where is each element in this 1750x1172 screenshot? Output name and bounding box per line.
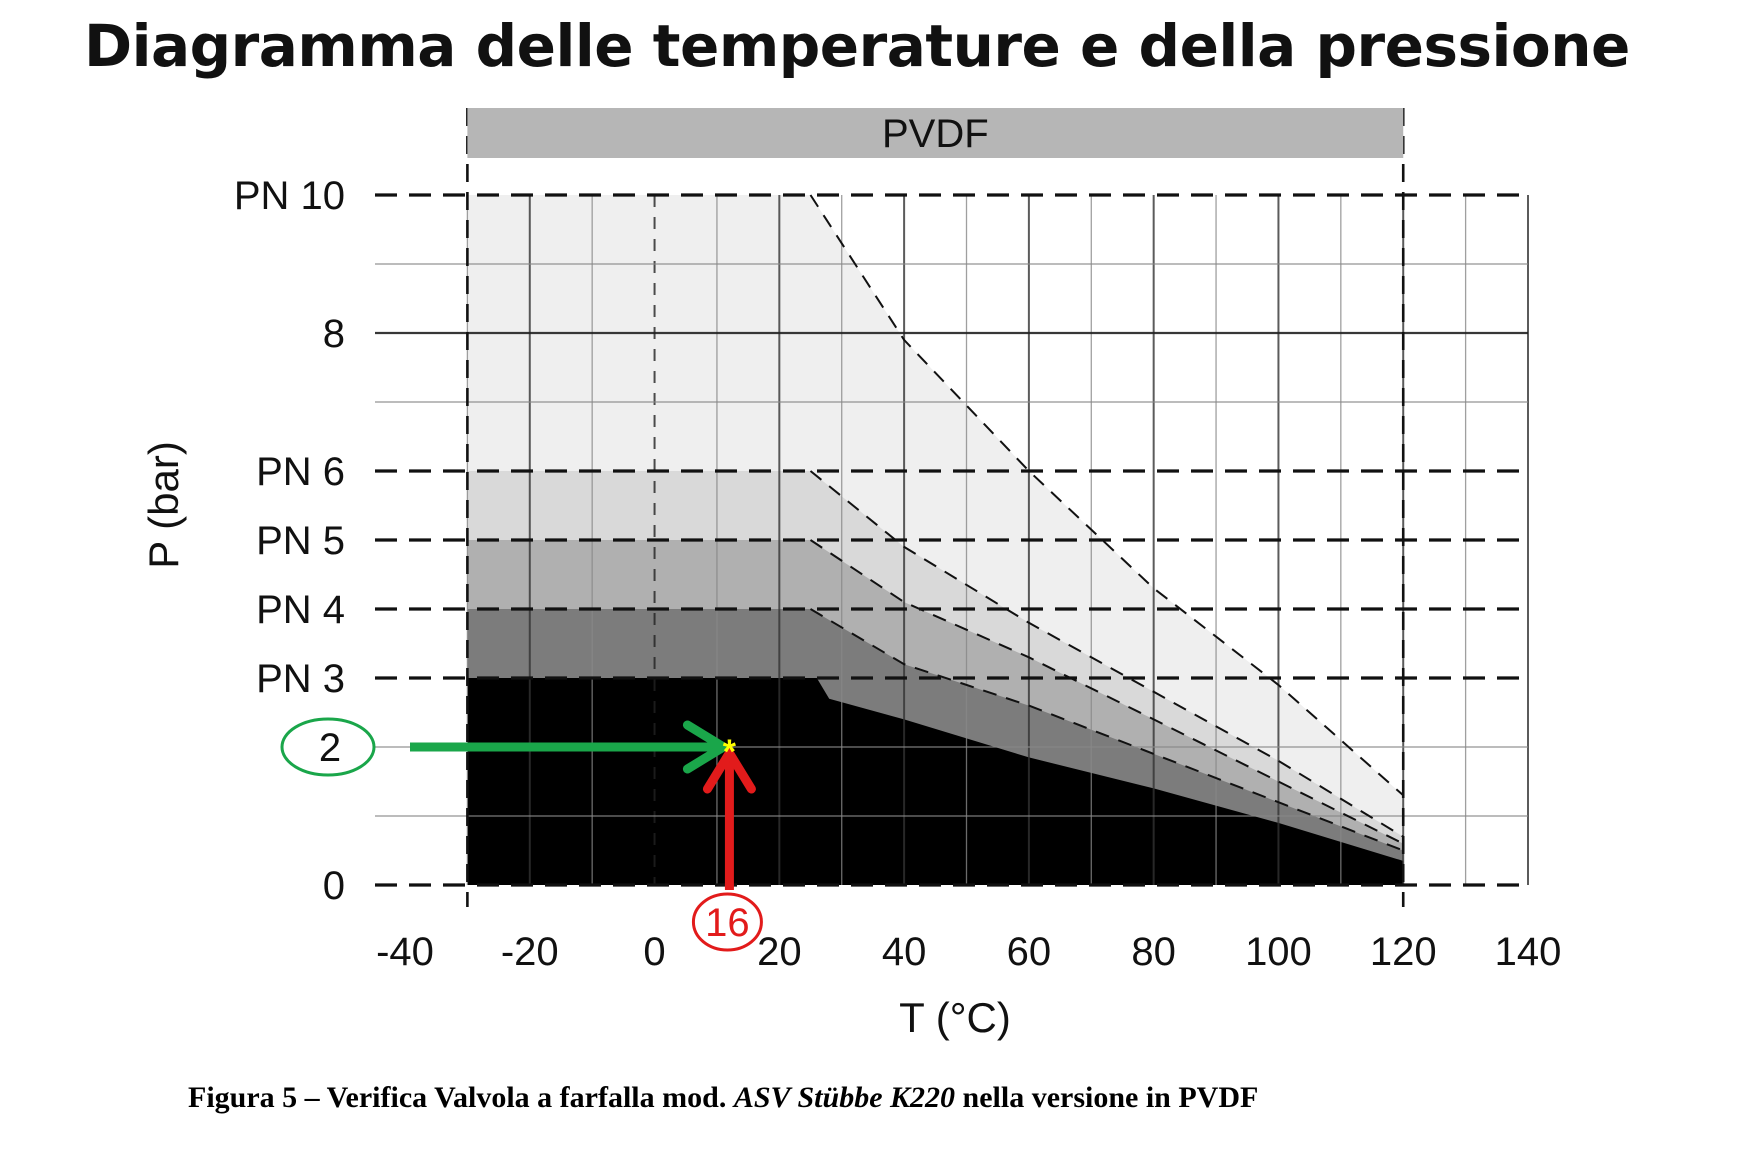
x-tick-label: 20 — [757, 930, 802, 974]
y-tick-label: PN 3 — [256, 657, 345, 701]
x-tick-label: 80 — [1131, 930, 1176, 974]
operating-point-marker: * — [723, 733, 737, 771]
material-band-label: PVDF — [882, 112, 989, 156]
x-tick-label: -20 — [501, 930, 559, 974]
tick-labels: -40 -20 0 20 40 60 80 100 120 140 0 PN 3 PN 4 PN 5 PN … — [234, 174, 1562, 974]
material-band: PVDF — [467, 108, 1404, 158]
y-tick-label: 0 — [323, 864, 345, 908]
x-axis-title: T (°C) — [899, 994, 1011, 1041]
x-tick-label: 40 — [882, 930, 927, 974]
pressure-arrow-head — [682, 720, 728, 774]
y-tick-label: 8 — [323, 312, 345, 356]
x-tick-label: 0 — [643, 930, 665, 974]
caption-italic: ASV Stübbe K220 — [733, 1081, 956, 1114]
derating-curve-pn6 — [809, 470, 1404, 838]
x-tick-label: 120 — [1370, 930, 1437, 974]
temperature-bounds — [466, 108, 1405, 907]
temperature-arrow-head — [702, 748, 756, 794]
derating-curve-pn5 — [809, 539, 1404, 845]
page-title: Diagramma delle temperature e della pres… — [84, 12, 1630, 80]
y-axis-title: P (bar) — [140, 441, 187, 569]
temperature-marker-circle — [691, 892, 763, 952]
y-tick-label: PN 5 — [256, 519, 345, 563]
y-tick-label: PN 4 — [256, 588, 345, 632]
material-band-bar — [467, 108, 1404, 158]
x-tick-label: 100 — [1245, 930, 1312, 974]
x-tick-label: -40 — [376, 930, 434, 974]
derating-curve-pn10 — [809, 194, 1404, 797]
x-tick-label: 60 — [1007, 930, 1052, 974]
temperature-marker-label: 16 — [705, 901, 750, 945]
pressure-marker-circle — [280, 717, 376, 777]
caption-prefix: Figura 5 – Verifica Valvola a farfalla m… — [188, 1081, 734, 1114]
derating-curve-pn4 — [809, 608, 1404, 852]
y-tick-label: PN 6 — [256, 450, 345, 494]
caption-suffix: nella versione in PVDF — [955, 1081, 1259, 1114]
x-tick-label: 140 — [1495, 930, 1562, 974]
figure-caption: Figura 5 – Verifica Valvola a farfalla m… — [188, 1078, 1258, 1118]
pressure-marker-label: 2 — [319, 726, 341, 770]
y-tick-label: PN 10 — [234, 174, 345, 218]
axis-titles: T (°C) P (bar) — [140, 441, 1011, 1041]
annotations: 2 16 * — [280, 717, 763, 952]
